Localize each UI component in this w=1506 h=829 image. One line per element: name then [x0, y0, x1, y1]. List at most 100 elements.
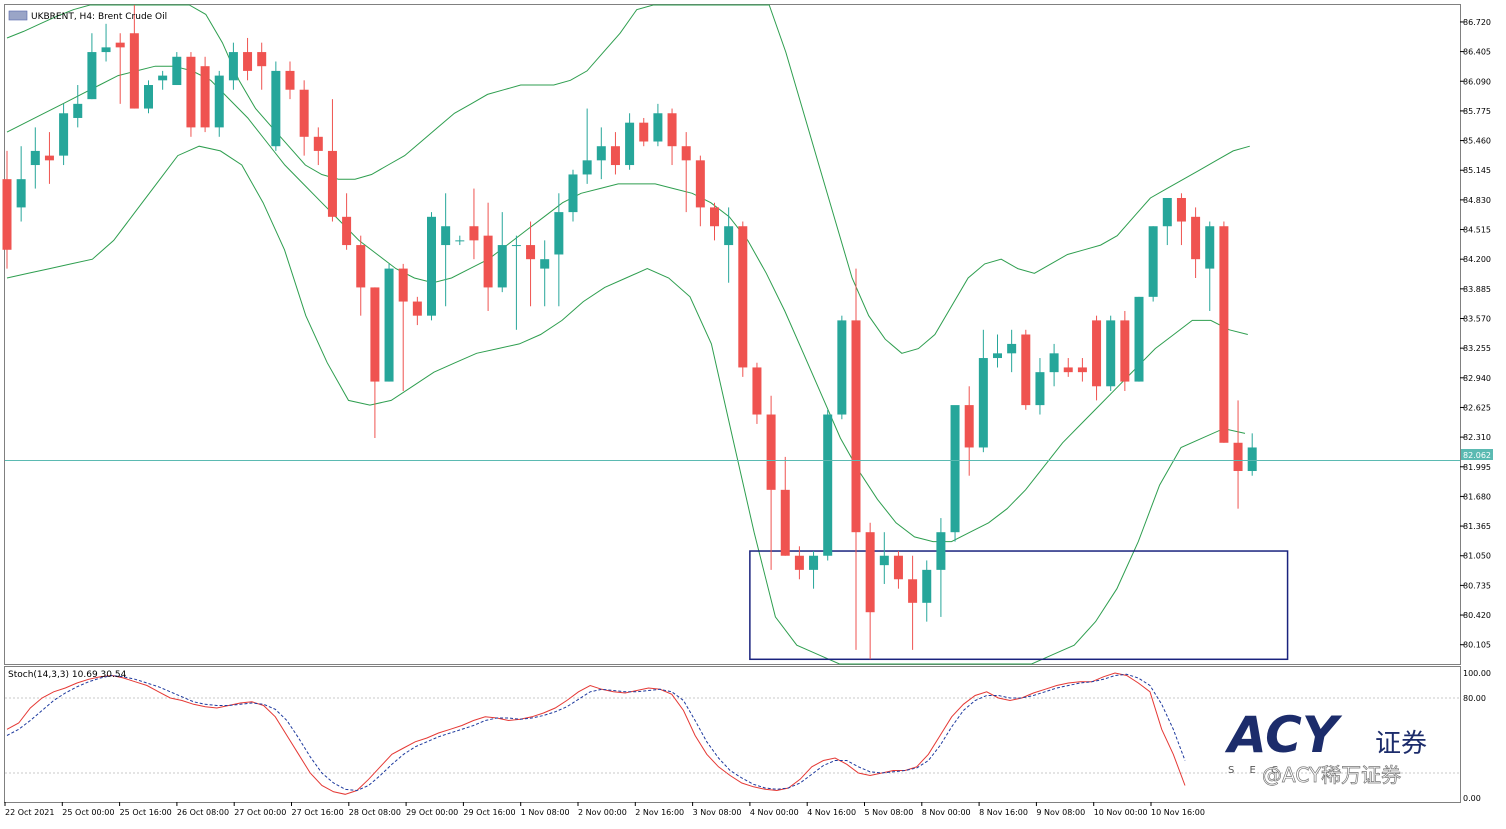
candle: [1162, 197, 1172, 246]
stoch-y-tick-label: 0.00: [1463, 794, 1481, 803]
y-tick-label: 80.420: [1463, 611, 1491, 620]
candle-body: [1219, 226, 1229, 443]
candle: [582, 108, 592, 184]
x-tick-label: 10 Nov 16:00: [1151, 808, 1205, 817]
candle: [1063, 358, 1073, 377]
candle: [639, 117, 649, 147]
candle: [610, 132, 620, 175]
candle-body: [710, 207, 719, 227]
candle-body: [30, 150, 40, 166]
candle-body: [59, 113, 69, 156]
candle-body: [1049, 353, 1059, 373]
candle-body: [1106, 320, 1116, 387]
stoch-signal-line: [6, 673, 1186, 792]
candle-body: [993, 353, 1002, 359]
candle-body: [865, 532, 875, 613]
candle: [1219, 221, 1229, 443]
y-tick-label: 86.720: [1463, 18, 1491, 27]
candle-body: [455, 240, 465, 242]
y-tick-label: 81.995: [1463, 463, 1491, 472]
brand-sub-text: S E C: [1228, 765, 1284, 776]
candle-body: [1021, 334, 1031, 406]
candle-body: [101, 47, 111, 53]
candle: [1092, 315, 1102, 401]
y-tick-label: 82.940: [1463, 374, 1491, 383]
candle-body: [1247, 447, 1257, 472]
candle: [950, 405, 960, 542]
candle: [1148, 226, 1158, 302]
y-tick-label: 84.830: [1463, 196, 1491, 205]
candle-body: [243, 52, 253, 71]
candle-body: [1035, 372, 1045, 406]
weibo-watermark: @ACY稀万证券: [1262, 763, 1401, 787]
y-tick-label: 82.310: [1463, 433, 1491, 442]
candle-body: [936, 532, 946, 570]
x-tick-label: 25 Oct 00:00: [62, 808, 114, 817]
candle: [596, 127, 606, 180]
x-tick-label: 10 Nov 00:00: [1094, 808, 1148, 817]
candle: [978, 329, 988, 453]
candle: [1120, 310, 1130, 391]
candle: [455, 235, 465, 246]
x-tick-label: 27 Oct 00:00: [234, 808, 286, 817]
y-tick-label: 81.365: [1463, 522, 1491, 531]
candle-body: [752, 367, 762, 415]
candle-body: [540, 259, 550, 269]
candle-body: [610, 146, 620, 166]
candle: [115, 33, 125, 104]
candle: [16, 146, 26, 222]
candle: [724, 207, 734, 283]
candle: [313, 127, 323, 166]
candle-body: [1176, 197, 1186, 222]
x-tick-label: 8 Nov 16:00: [979, 808, 1028, 817]
y-tick-label: 86.405: [1463, 48, 1491, 57]
candle-body: [87, 52, 97, 100]
x-tick-label: 26 Oct 08:00: [177, 808, 229, 817]
candle: [1049, 343, 1059, 387]
candle: [823, 409, 833, 561]
candle-body: [738, 226, 748, 368]
candle: [1134, 296, 1144, 382]
candle-body: [639, 122, 649, 142]
candle-body: [483, 235, 493, 288]
candle: [1035, 358, 1045, 415]
candle-body: [851, 320, 861, 533]
brand-cn-text: 证券: [1375, 729, 1427, 759]
candle-body: [398, 268, 408, 302]
candle-body: [511, 245, 521, 247]
x-tick-label: 22 Oct 2021: [5, 808, 54, 817]
candle: [73, 85, 83, 128]
candle-body: [469, 226, 479, 241]
candle-body: [115, 42, 125, 48]
candle-body: [497, 245, 507, 288]
candle: [257, 42, 267, 90]
candle-body: [370, 287, 380, 382]
y-tick-label: 85.460: [1463, 137, 1491, 146]
candle: [837, 315, 847, 420]
stoch-y-tick-label: 80.00: [1463, 694, 1486, 703]
candle-body: [200, 66, 210, 128]
x-tick-label: 9 Nov 08:00: [1036, 808, 1085, 817]
candle: [30, 127, 40, 189]
candle-body: [342, 216, 352, 246]
candle: [398, 263, 408, 391]
candle-body: [667, 113, 677, 147]
candle-body: [1092, 320, 1102, 387]
candle-body: [427, 216, 436, 316]
y-tick-label: 84.200: [1463, 255, 1491, 264]
candle-body: [313, 136, 323, 151]
candle-body: [625, 122, 635, 166]
support-zone-box: [749, 550, 1289, 661]
candle-body: [837, 320, 847, 415]
candle: [625, 113, 635, 170]
stoch-y-tick-label: 100.00: [1463, 669, 1491, 678]
candle: [186, 52, 196, 137]
candle: [44, 132, 54, 184]
candle: [342, 193, 352, 250]
candle-body: [1063, 367, 1073, 373]
candle: [865, 522, 875, 660]
candle: [327, 99, 337, 222]
candle-body: [299, 89, 309, 137]
